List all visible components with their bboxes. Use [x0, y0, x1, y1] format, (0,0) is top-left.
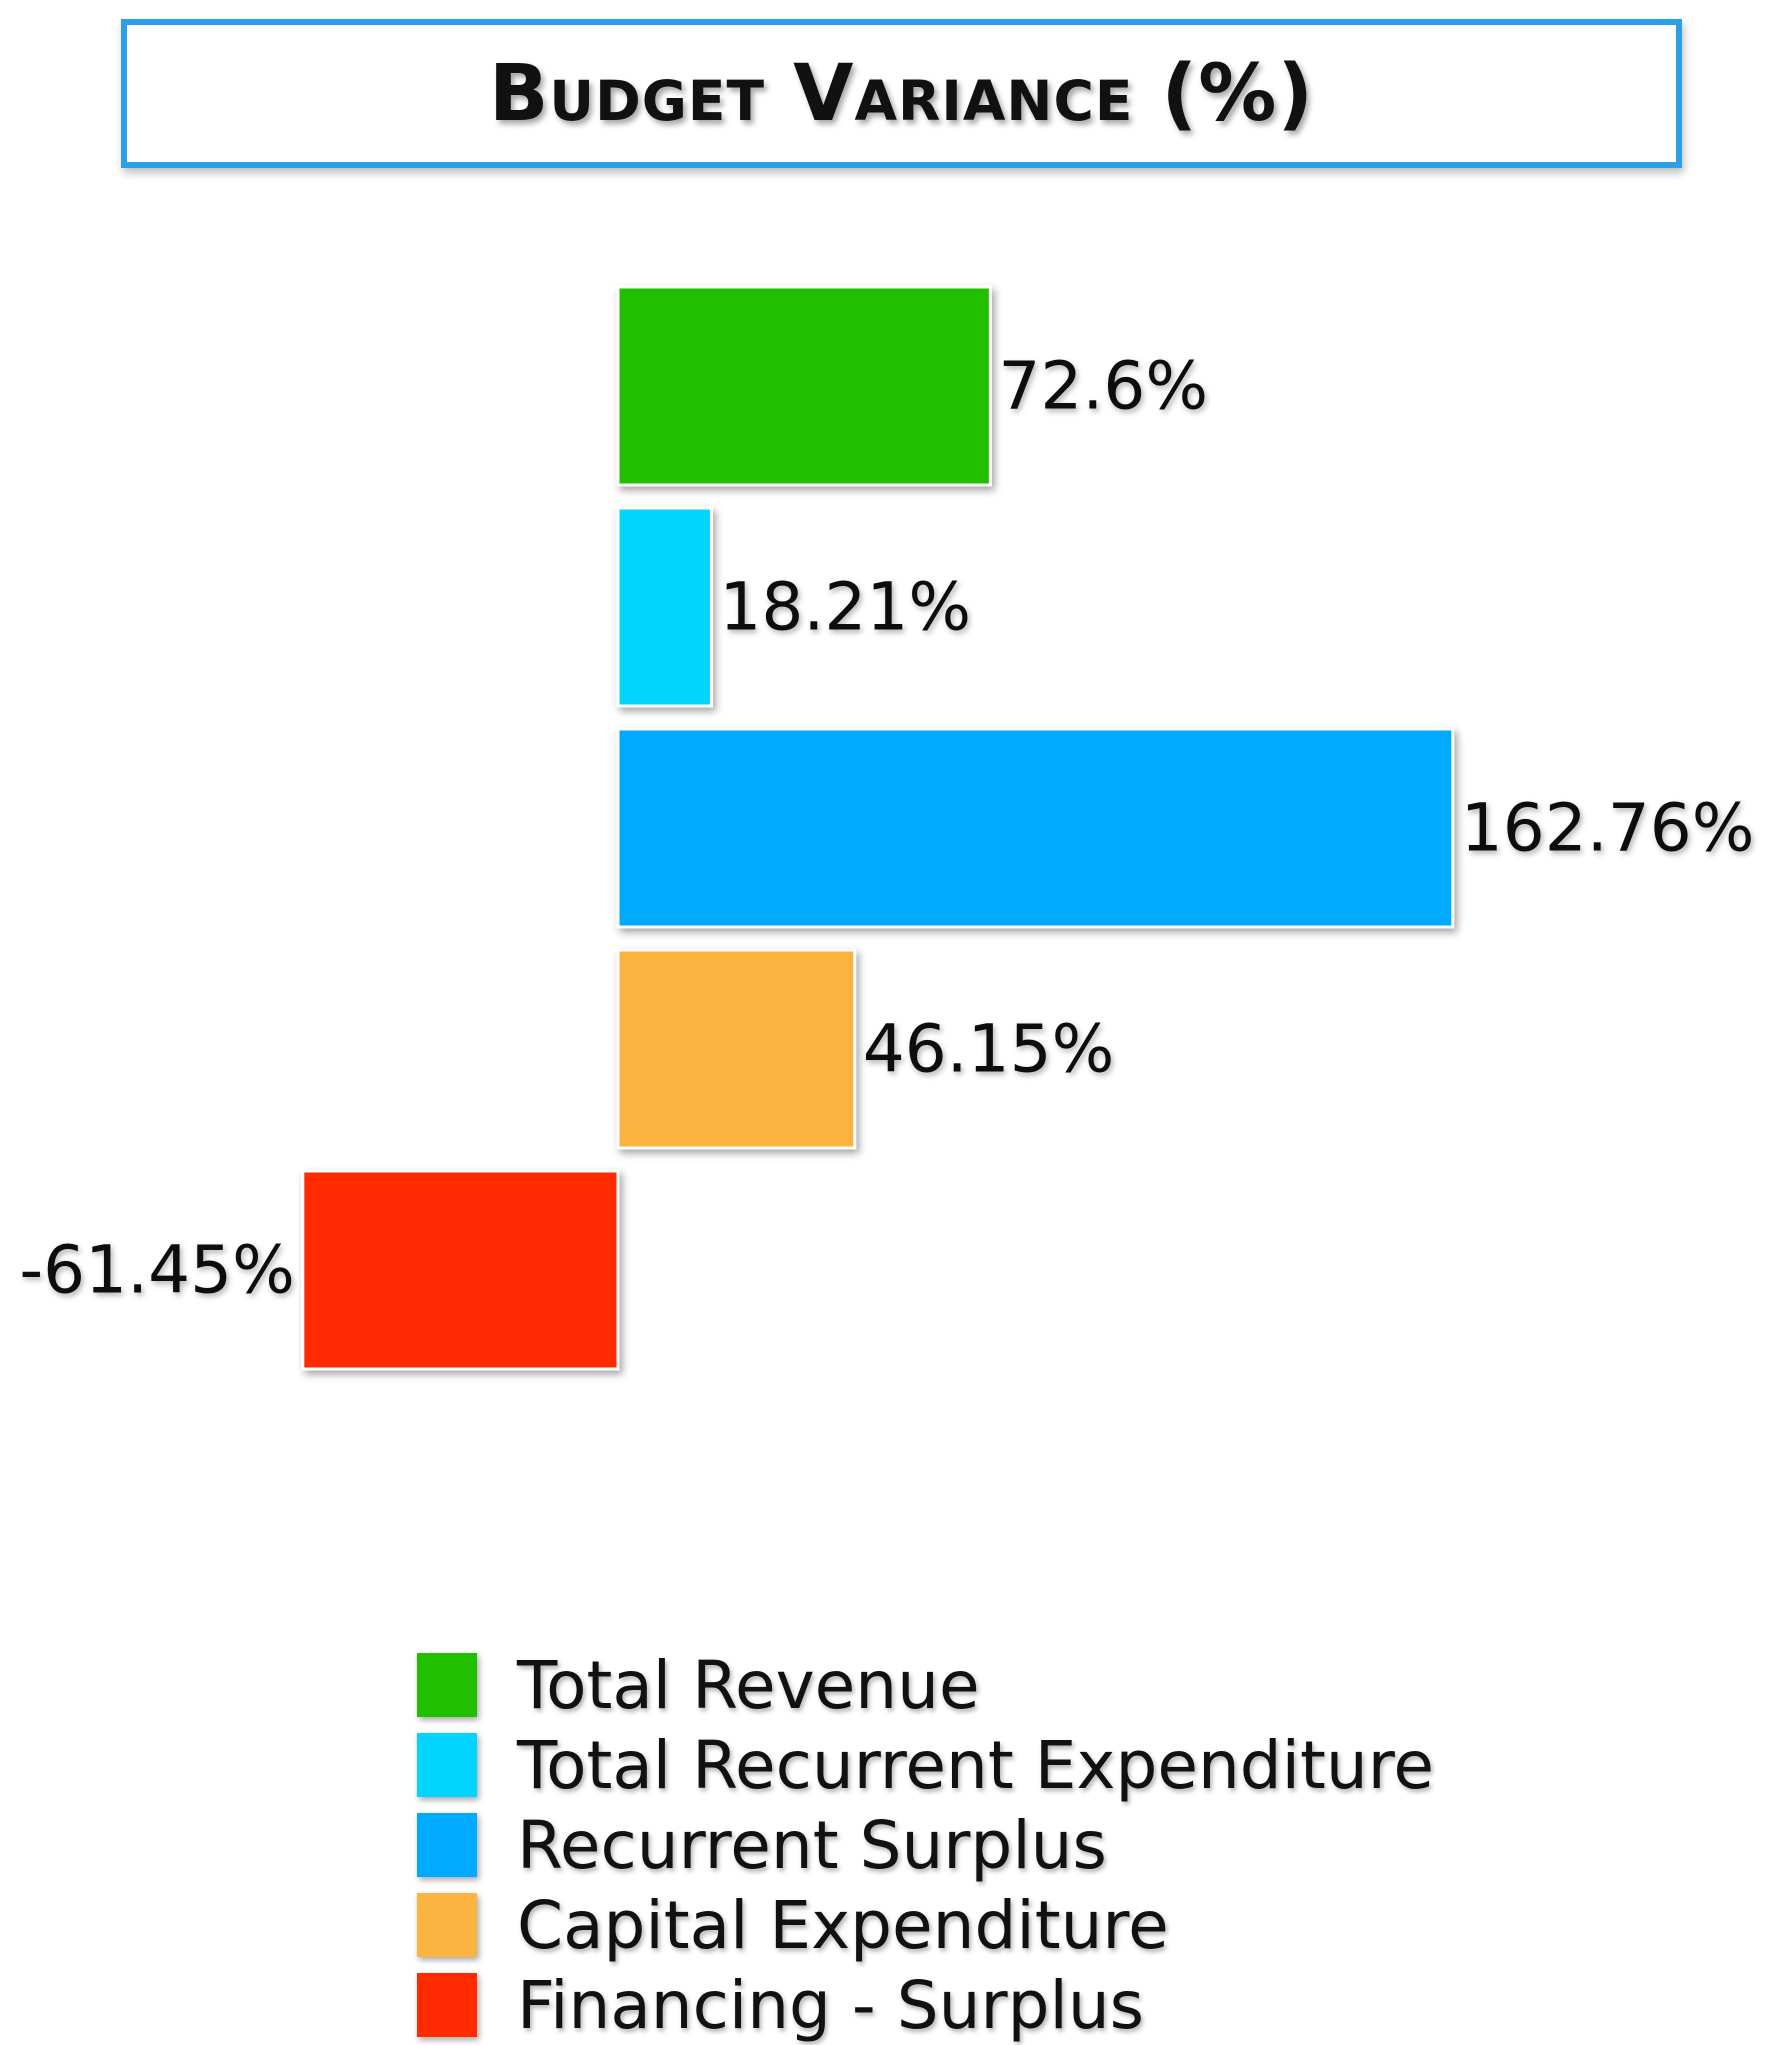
bar-financing-surplus: [301, 1169, 620, 1371]
legend-item-recurrent-surplus: Recurrent Surplus: [417, 1805, 1434, 1885]
data-label-recurrent-surplus: 162.76%: [1461, 790, 1755, 867]
legend-swatch: [417, 1813, 477, 1877]
bar-capital-expenditure: [616, 948, 857, 1150]
data-label-total-revenue: 72.6%: [998, 348, 1208, 425]
bar-total-revenue: [616, 285, 992, 487]
data-label-financing-surplus: -61.45%: [19, 1232, 294, 1309]
legend-swatch: [417, 1653, 477, 1717]
data-label-capital-expenditure: 46.15%: [863, 1011, 1115, 1088]
legend-label: Capital Expenditure: [517, 1886, 1169, 1964]
data-labels-layer: 72.6% 18.21% 162.76% 46.15% -61.45%: [19, 348, 1754, 1309]
legend-item-total-recurrent-expenditure: Total Recurrent Expenditure: [417, 1725, 1434, 1805]
legend: Total Revenue Total Recurrent Expenditure…: [417, 1645, 1434, 2045]
legend-item-total-revenue: Total Revenue: [417, 1645, 1434, 1725]
legend-swatch: [417, 1893, 477, 1957]
data-label-total-recurrent-expenditure: 18.21%: [719, 569, 971, 646]
legend-label: Recurrent Surplus: [517, 1806, 1107, 1884]
legend-item-capital-expenditure: Capital Expenditure: [417, 1885, 1434, 1965]
legend-label: Financing - Surplus: [517, 1966, 1145, 2044]
bar-recurrent-surplus: [616, 727, 1455, 929]
bars-layer: [301, 285, 1455, 1371]
legend-label: Total Recurrent Expenditure: [517, 1726, 1435, 1804]
legend-label: Total Revenue: [517, 1646, 980, 1724]
legend-swatch: [417, 1973, 477, 2037]
chart-title: Budget Variance (%): [488, 48, 1315, 139]
legend-item-financing-surplus: Financing - Surplus: [417, 1965, 1434, 2045]
chart-title-box: Budget Variance (%): [121, 19, 1682, 168]
legend-swatch: [417, 1733, 477, 1797]
bar-total-recurrent-expenditure: [616, 506, 713, 708]
